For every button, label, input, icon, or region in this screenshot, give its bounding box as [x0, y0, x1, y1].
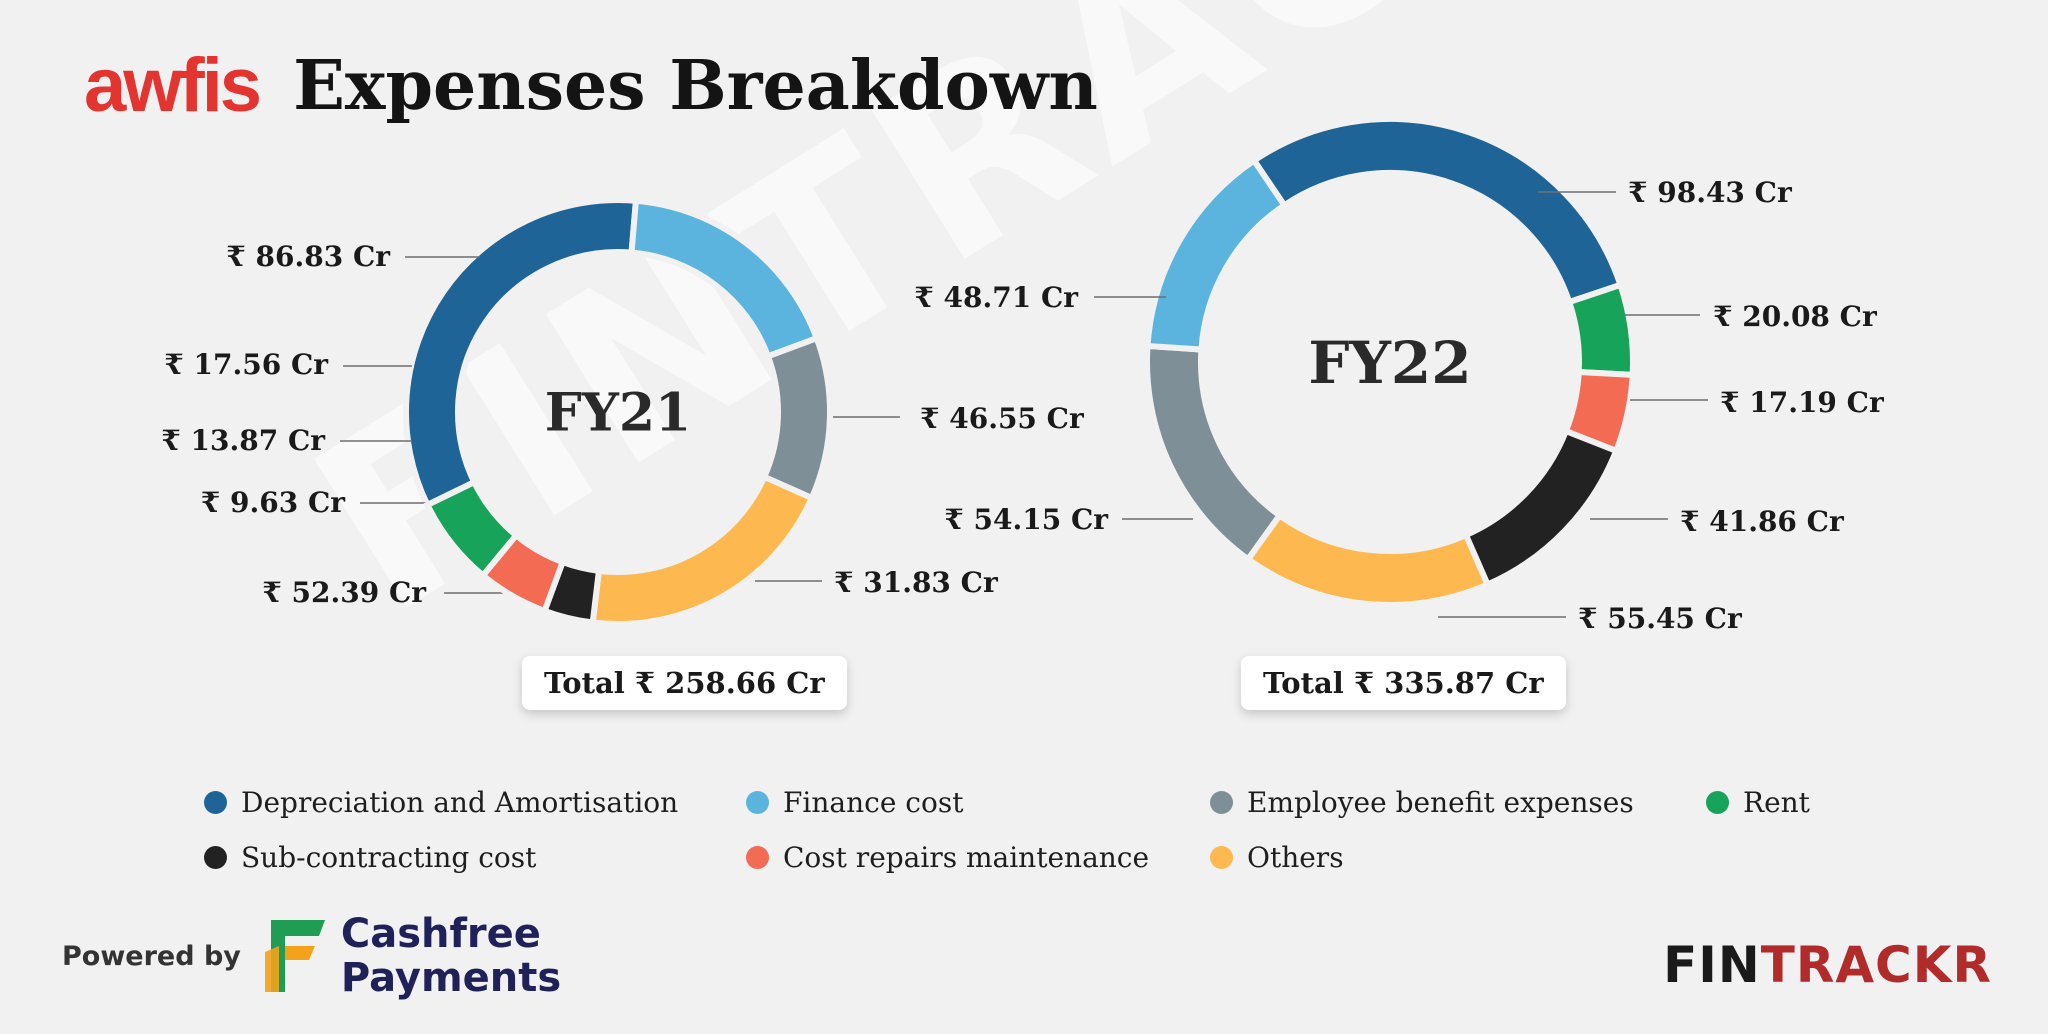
data-label-fy21-others: ₹ 52.39 Cr — [262, 576, 427, 609]
fintrackr-logo: FINTRACKR — [1663, 940, 1992, 990]
legend-label: Sub-contracting cost — [241, 841, 537, 874]
legend-swatch — [204, 846, 227, 869]
awfis-logo: awfis — [84, 43, 262, 128]
legend-swatch — [746, 791, 769, 814]
total-badge-fy22: Total ₹ 335.87 Cr — [1241, 656, 1566, 710]
legend-label: Finance cost — [783, 786, 964, 819]
data-label-fy22-finance-cost: ₹ 48.71 Cr — [914, 281, 1079, 314]
legend-row: Sub-contracting cost Cost repairs mainten… — [204, 829, 1904, 884]
legend-item-cost-repairs-maintenance: Cost repairs maintenance — [746, 841, 1149, 874]
slice-fy22-employee-benefit-expenses — [1144, 342, 1284, 564]
legend-label: Employee benefit expenses — [1247, 786, 1634, 819]
legend-swatch — [1706, 791, 1729, 814]
legend-item-rent: Rent — [1706, 786, 1810, 819]
chart-center-title-fy21: FY21 — [545, 383, 691, 444]
legend-label: Depreciation and Amortisation — [241, 786, 679, 819]
slice-fy22-sub-contracting-cost — [1461, 427, 1621, 589]
data-label-fy21-employee-benefit-expenses: ₹ 31.83 Cr — [834, 566, 999, 599]
slice-fy22-rent — [1565, 281, 1636, 378]
slice-fy21-finance-cost — [628, 197, 821, 361]
legend-item-sub-contracting-cost: Sub-contracting cost — [204, 841, 536, 874]
legend-label: Others — [1247, 841, 1344, 874]
data-label-fy21-depreciation-and-amortisation: ₹ 86.83 Cr — [226, 240, 391, 273]
data-label-fy21-cost-repairs-maintenance: ₹ 13.87 Cr — [161, 424, 326, 457]
data-label-fy22-others: ₹ 55.45 Cr — [1578, 602, 1743, 635]
total-badge-fy21: Total ₹ 258.66 Cr — [522, 656, 847, 710]
data-label-fy21-sub-contracting-cost: ₹ 9.63 Cr — [201, 486, 346, 519]
cashfree-payments: Payments — [340, 955, 562, 1001]
slice-fy21-employee-benefit-expenses — [760, 334, 833, 502]
donut-fy21: ₹ 86.83 Cr ₹ 46.55 Cr ₹ 31.83 Cr ₹ 52.39 Cr… — [161, 197, 1085, 627]
cashfree-wordmark: Cashfree Payments — [335, 912, 561, 1000]
cashfree-logo-icon — [264, 920, 325, 992]
data-label-fy21-finance-cost: ₹ 46.55 Cr — [920, 402, 1085, 435]
legend-label: Cost repairs maintenance — [783, 841, 1150, 874]
data-label-fy22-sub-contracting-cost: ₹ 41.86 Cr — [1680, 505, 1845, 538]
slice-fy21-depreciation-and-amortisation — [403, 197, 640, 509]
data-label-fy22-rent: ₹ 20.08 Cr — [1713, 300, 1878, 333]
fintrackr-logo-part1: FIN — [1663, 936, 1761, 994]
data-label-fy22-employee-benefit-expenses: ₹ 54.15 Cr — [944, 503, 1109, 536]
slice-fy21-rent — [423, 478, 521, 580]
slice-fy22-finance-cost — [1144, 156, 1289, 353]
legend-item-employee-benefit-expenses: Employee benefit expenses — [1210, 786, 1634, 819]
page-header: awfis Expenses Breakdown — [84, 48, 1098, 124]
powered-by: Powered by Cashfree Payments — [62, 912, 561, 1000]
powered-by-label: Powered by — [62, 940, 241, 972]
legend-item-finance-cost: Finance cost — [746, 786, 963, 819]
chart-center-title-fy22: FY22 — [1308, 329, 1471, 397]
chart-legend: Depreciation and Amortisation Finance cos… — [204, 774, 1904, 884]
cashfree-name: Cashfree — [340, 911, 541, 957]
legend-swatch — [1210, 846, 1233, 869]
legend-swatch — [204, 791, 227, 814]
legend-swatch — [746, 846, 769, 869]
legend-item-depreciation-and-amortisation: Depreciation and Amortisation — [204, 786, 678, 819]
legend-item-others: Others — [1210, 841, 1344, 874]
slice-fy22-depreciation-and-amortisation — [1249, 116, 1625, 306]
slice-fy22-others — [1243, 511, 1492, 608]
donut-fy22: ₹ 98.43 Cr ₹ 20.08 Cr ₹ 17.19 Cr ₹ 41.86 Cr… — [914, 116, 1885, 635]
data-label-fy22-cost-repairs-maintenance: ₹ 17.19 Cr — [1720, 386, 1885, 419]
data-label-fy21-rent: ₹ 17.56 Cr — [164, 348, 329, 381]
legend-row: Depreciation and Amortisation Finance cos… — [204, 774, 1904, 829]
data-label-fy22-depreciation-and-amortisation: ₹ 98.43 Cr — [1628, 176, 1793, 209]
legend-label: Rent — [1743, 786, 1810, 819]
page-title: Expenses Breakdown — [293, 46, 1098, 126]
legend-swatch — [1210, 791, 1233, 814]
fintrackr-logo-part2: TRACKR — [1760, 936, 1992, 994]
slice-fy21-others — [589, 472, 816, 627]
